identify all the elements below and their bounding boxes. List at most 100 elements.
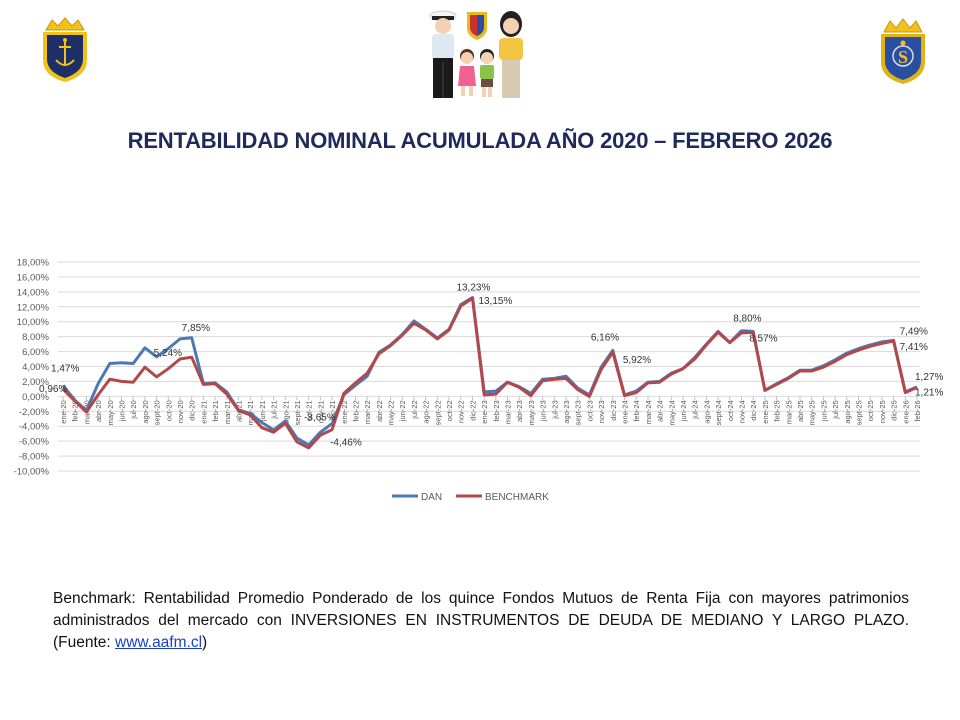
x-tick-label: jun-25 <box>819 400 828 422</box>
x-tick-label: jul-25 <box>831 400 840 419</box>
legend-benchmark-label: BENCHMARK <box>485 492 549 503</box>
y-tick-label: 10,00% <box>17 317 50 328</box>
x-tick-label: feb-25 <box>773 400 782 421</box>
benchmark-footnote: Benchmark: Rentabilidad Promedio Pondera… <box>53 588 909 654</box>
y-tick-label: 2,00% <box>22 377 49 388</box>
x-tick-label: feb-26 <box>913 400 922 421</box>
x-tick-label: ene-24 <box>621 400 630 423</box>
x-tick-label: ago-24 <box>702 400 711 423</box>
x-tick-label: dic-22 <box>468 400 477 420</box>
x-tick-label: feb-20 <box>71 400 80 421</box>
x-tick-label: nov-23 <box>597 400 606 423</box>
x-tick-label: may-24 <box>667 400 676 425</box>
data-label: 13,15% <box>478 296 512 307</box>
x-tick-label: oct-22 <box>445 400 454 421</box>
data-label: 8,80% <box>733 313 761 324</box>
x-tick-label: feb-22 <box>351 400 360 421</box>
footnote-text: Benchmark: Rentabilidad Promedio Pondera… <box>53 590 909 651</box>
data-label: 1,21% <box>915 387 943 398</box>
data-label: 7,49% <box>900 326 928 337</box>
x-axis-labels: ene-20 feb-20 mar-20 abr-20 may-20 jun-20 jul-… <box>59 396 922 425</box>
x-tick-label: sept-21 <box>293 400 302 425</box>
x-tick-label: dic-21 <box>328 400 337 420</box>
x-tick-label: jun-23 <box>539 400 548 422</box>
y-axis-labels: 18,00% 16,00% 14,00% 12,00% 10,00% 8,00% 6,00%… <box>14 258 50 478</box>
x-tick-label: may-22 <box>387 400 396 425</box>
x-tick-label: jul-24 <box>691 400 700 419</box>
series-benchmark-line <box>61 296 918 450</box>
anchor-shield-icon <box>43 17 87 82</box>
line-chart: 18,00% 16,00% 14,00% 12,00% 10,00% 8,00% 6,00%… <box>0 250 960 520</box>
y-tick-label: 6,00% <box>22 347 49 358</box>
x-tick-label: mar-25 <box>784 400 793 424</box>
navy-logo-right: S <box>878 16 928 86</box>
x-tick-label: abr-23 <box>515 400 524 422</box>
data-label: 1,47% <box>51 363 79 374</box>
x-tick-label: mar-24 <box>644 400 653 424</box>
navy-logo-left <box>40 16 90 84</box>
data-labels: 1,47% 0,96% 7,85% 5,24% -3,65% -4,46% 13,23% 13… <box>39 283 943 449</box>
x-tick-label: ago-20 <box>141 400 150 423</box>
footnote-tail: ) <box>202 634 208 651</box>
data-label: 5,24% <box>154 348 182 359</box>
data-label: 1,27% <box>915 372 943 383</box>
x-tick-label: may-20 <box>106 400 115 425</box>
y-tick-label: 4,00% <box>22 362 49 373</box>
x-tick-label: sept-23 <box>574 400 583 425</box>
x-tick-label: sept-20 <box>153 400 162 425</box>
x-tick-label: ene-26 <box>901 400 910 423</box>
y-tick-label: 0,00% <box>22 392 49 403</box>
chart-legend: DAN BENCHMARK <box>392 492 549 503</box>
x-tick-label: may-23 <box>527 400 536 425</box>
s-shield-icon: S <box>881 18 925 84</box>
x-tick-label: nov-22 <box>457 400 466 423</box>
x-tick-label: ago-25 <box>843 400 852 423</box>
x-tick-label: ene-22 <box>340 400 349 423</box>
y-tick-label: -4,00% <box>19 422 50 433</box>
x-tick-label: oct-23 <box>585 400 594 421</box>
legend-dan-label: DAN <box>421 492 442 503</box>
x-tick-label: dic-23 <box>609 400 618 420</box>
x-tick-label: ene-23 <box>480 400 489 423</box>
x-tick-label: abr-20 <box>94 400 103 422</box>
y-tick-label: 16,00% <box>17 272 50 283</box>
y-tick-label: 18,00% <box>17 258 50 269</box>
chart-gridlines <box>58 261 920 472</box>
x-tick-label: sept-25 <box>855 400 864 425</box>
x-tick-label: abr-22 <box>375 400 384 422</box>
y-tick-label: 12,00% <box>17 302 50 313</box>
x-tick-label: jul-21 <box>270 400 279 419</box>
x-tick-label: ene-20 <box>59 400 68 423</box>
x-tick-label: sept-22 <box>433 400 442 425</box>
x-tick-label: may-25 <box>808 400 817 425</box>
x-tick-label: jun-21 <box>258 400 267 422</box>
x-tick-label: ago-22 <box>422 400 431 423</box>
x-tick-label: mar-22 <box>363 400 372 424</box>
y-tick-label: -10,00% <box>14 467 50 478</box>
x-tick-label: dic-25 <box>890 400 899 420</box>
x-tick-label: ene-25 <box>761 400 770 423</box>
page-title: RENTABILIDAD NOMINAL ACUMULADA AÑO 2020 … <box>127 128 833 153</box>
x-tick-label: nov-25 <box>878 400 887 423</box>
source-link[interactable]: www.aafm.cl <box>115 634 203 651</box>
x-tick-label: jun-20 <box>117 400 126 422</box>
x-tick-label: jun-22 <box>398 400 407 422</box>
chart-canvas: 18,00% 16,00% 14,00% 12,00% 10,00% 8,00% 6,00%… <box>14 258 944 504</box>
x-tick-label: mar-23 <box>504 400 513 424</box>
navy-family-illustration <box>415 4 535 102</box>
x-tick-label: nov-24 <box>738 400 747 423</box>
x-tick-label: dic-20 <box>188 400 197 420</box>
data-label: 5,92% <box>623 355 651 366</box>
data-label: 6,16% <box>591 332 619 343</box>
y-tick-label: 14,00% <box>17 287 50 298</box>
x-tick-label: jul-22 <box>410 400 419 419</box>
x-tick-label: abr-24 <box>656 400 665 422</box>
x-tick-label: feb-21 <box>211 400 220 421</box>
data-label: 8,57% <box>749 333 777 344</box>
x-tick-label: nov-21 <box>316 400 325 423</box>
x-tick-label: oct-24 <box>726 400 735 421</box>
y-tick-label: -2,00% <box>19 407 50 418</box>
x-tick-label: abr-25 <box>796 400 805 422</box>
x-tick-label: mar-21 <box>223 400 232 424</box>
chart-series <box>61 296 918 450</box>
